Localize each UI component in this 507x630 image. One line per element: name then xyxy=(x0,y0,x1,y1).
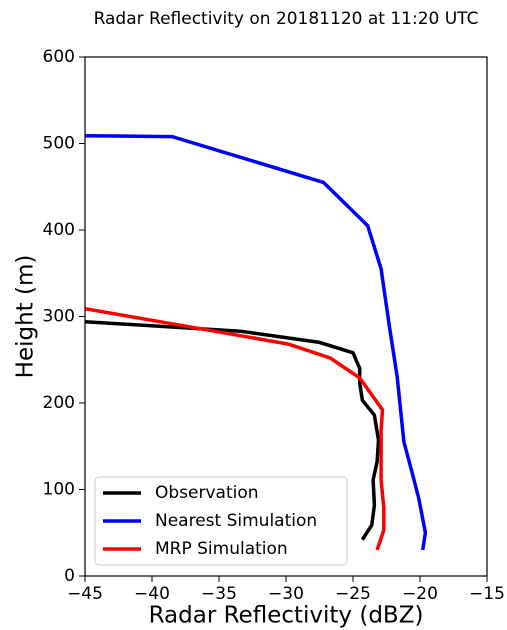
y-tick-label: 600 xyxy=(43,47,75,67)
x-tick-label: −40 xyxy=(134,584,170,604)
x-tick-label: −30 xyxy=(268,584,304,604)
x-tick-label: −35 xyxy=(201,584,237,604)
legend-label: Nearest Simulation xyxy=(155,511,317,531)
y-tick-label: 500 xyxy=(43,134,75,154)
y-tick-label: 400 xyxy=(43,220,75,240)
legend-label: MRP Simulation xyxy=(155,539,288,559)
x-tick-label: −45 xyxy=(67,584,103,604)
x-tick-label: −25 xyxy=(335,584,371,604)
x-axis-label: Radar Reflectivity (dBZ) xyxy=(149,603,424,629)
chart-title: Radar Reflectivity on 20181120 at 11:20 … xyxy=(93,9,479,29)
y-tick-label: 200 xyxy=(43,393,75,413)
x-tick-label: −20 xyxy=(402,584,438,604)
series-line xyxy=(85,133,428,551)
legend-label: Observation xyxy=(155,483,259,503)
y-tick-label: 100 xyxy=(43,480,75,500)
series-line xyxy=(85,319,381,541)
plot-frame xyxy=(84,56,488,577)
x-tick-label: −15 xyxy=(469,584,505,604)
series-line xyxy=(85,306,386,551)
y-axis-label: Height (m) xyxy=(13,255,39,379)
y-tick-label: 300 xyxy=(43,307,75,327)
legend-box xyxy=(94,476,348,566)
y-tick-label: 0 xyxy=(64,566,75,586)
